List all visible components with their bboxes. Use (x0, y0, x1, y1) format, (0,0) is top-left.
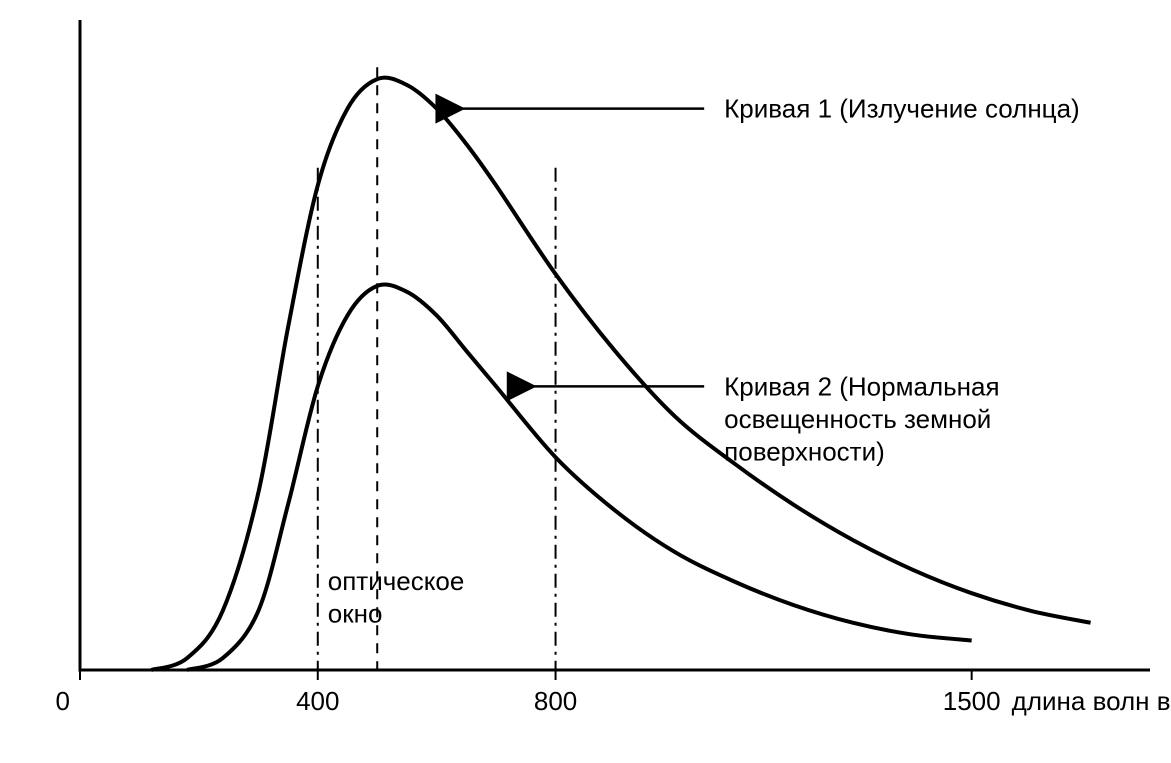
curve-2-surface-illumination (187, 284, 972, 670)
xtick-0: 0 (56, 686, 70, 716)
xtick-1500: 1500 (943, 686, 1001, 716)
optical-window-label-line-2: окно (328, 599, 383, 629)
curve-1-label: Кривая 1 (Излучение солнца) (724, 94, 1080, 124)
xtick-800: 800 (534, 686, 577, 716)
curve-2-label-line-3: поверхности) (724, 436, 885, 466)
curve-2-label-line-2: освещенность земной (724, 404, 991, 434)
x-axis-label: длина волн в нм (1012, 686, 1171, 716)
curve-2-label-line-1: Кривая 2 (Нормальная (724, 371, 999, 401)
optical-window-label-line-1: оптическое (328, 566, 465, 596)
xtick-400: 400 (296, 686, 339, 716)
